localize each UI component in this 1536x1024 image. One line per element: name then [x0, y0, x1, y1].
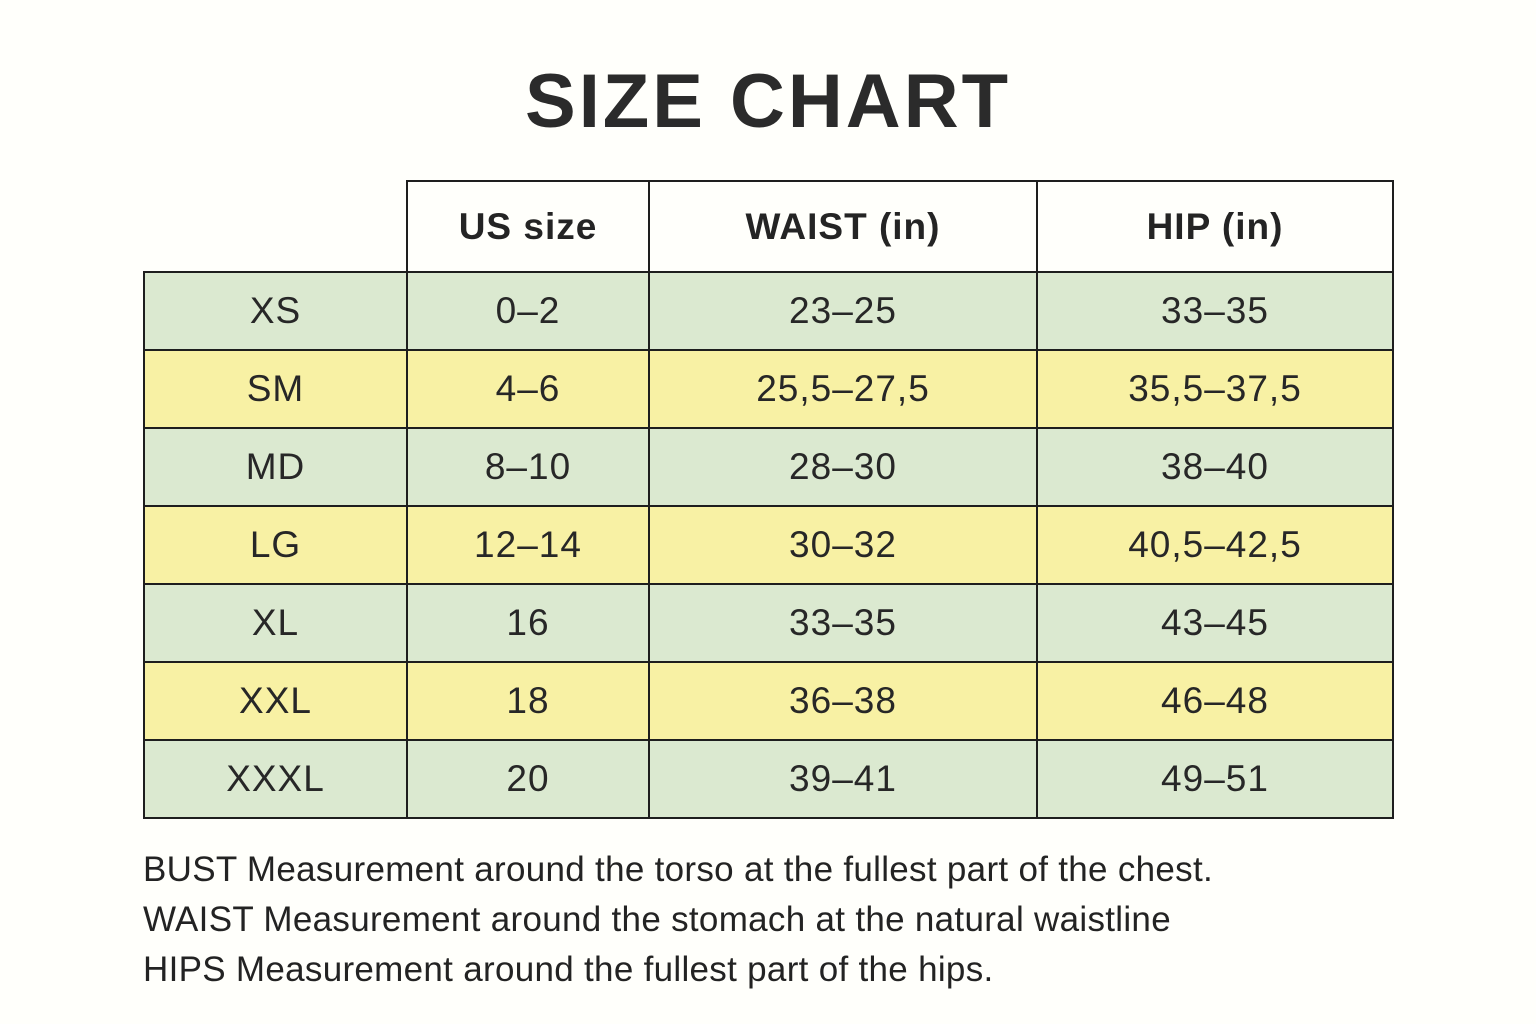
cell-hip: 35,5–37,5 [1036, 349, 1394, 429]
note-waist: WAIST Measurement around the stomach at … [143, 900, 1171, 939]
cell-size: LG [143, 505, 408, 585]
measurement-notes: BUST Measurement around the torso at the… [143, 845, 1213, 995]
cell-hip: 33–35 [1036, 271, 1394, 351]
cell-size: MD [143, 427, 408, 507]
header-cell-blank [144, 181, 407, 272]
cell-us: 0–2 [406, 271, 650, 351]
page-title: SIZE CHART [525, 59, 1011, 144]
cell-us: 16 [406, 583, 650, 663]
cell-waist: 25,5–27,5 [648, 349, 1038, 429]
cell-waist: 30–32 [648, 505, 1038, 585]
table-row-md: MD 8–10 28–30 38–40 [143, 427, 1394, 507]
table-row-xxxl: XXXL 20 39–41 49–51 [143, 739, 1394, 819]
table-row-xxl: XXL 18 36–38 46–48 [143, 661, 1394, 741]
cell-us: 18 [406, 661, 650, 741]
table-row-sm: SM 4–6 25,5–27,5 35,5–37,5 [143, 349, 1394, 429]
cell-size: XXXL [143, 739, 408, 819]
cell-us: 8–10 [406, 427, 650, 507]
cell-us: 20 [406, 739, 650, 819]
cell-size: XS [143, 271, 408, 351]
table-row-xl: XL 16 33–35 43–45 [143, 583, 1394, 663]
size-chart-table: US size WAIST (in) HIP (in) XS 0–2 23–25… [143, 180, 1394, 819]
cell-hip: 43–45 [1036, 583, 1394, 663]
cell-hip: 49–51 [1036, 739, 1394, 819]
cell-hip: 38–40 [1036, 427, 1394, 507]
cell-waist: 23–25 [648, 271, 1038, 351]
cell-hip: 46–48 [1036, 661, 1394, 741]
cell-size: XXL [143, 661, 408, 741]
table-row-lg: LG 12–14 30–32 40,5–42,5 [143, 505, 1394, 585]
header-cell-waist: WAIST (in) [648, 180, 1038, 273]
cell-waist: 28–30 [648, 427, 1038, 507]
cell-us: 4–6 [406, 349, 650, 429]
cell-size: SM [143, 349, 408, 429]
note-hips: HIPS Measurement around the fullest part… [143, 950, 994, 989]
cell-waist: 39–41 [648, 739, 1038, 819]
cell-waist: 33–35 [648, 583, 1038, 663]
cell-hip: 40,5–42,5 [1036, 505, 1394, 585]
cell-us: 12–14 [406, 505, 650, 585]
cell-size: XL [143, 583, 408, 663]
header-cell-us-size: US size [406, 180, 650, 273]
header-cell-hip: HIP (in) [1036, 180, 1394, 273]
header-row: US size WAIST (in) HIP (in) [144, 180, 1394, 273]
table-row-xs: XS 0–2 23–25 33–35 [143, 271, 1394, 351]
note-bust: BUST Measurement around the torso at the… [143, 850, 1214, 889]
cell-waist: 36–38 [648, 661, 1038, 741]
